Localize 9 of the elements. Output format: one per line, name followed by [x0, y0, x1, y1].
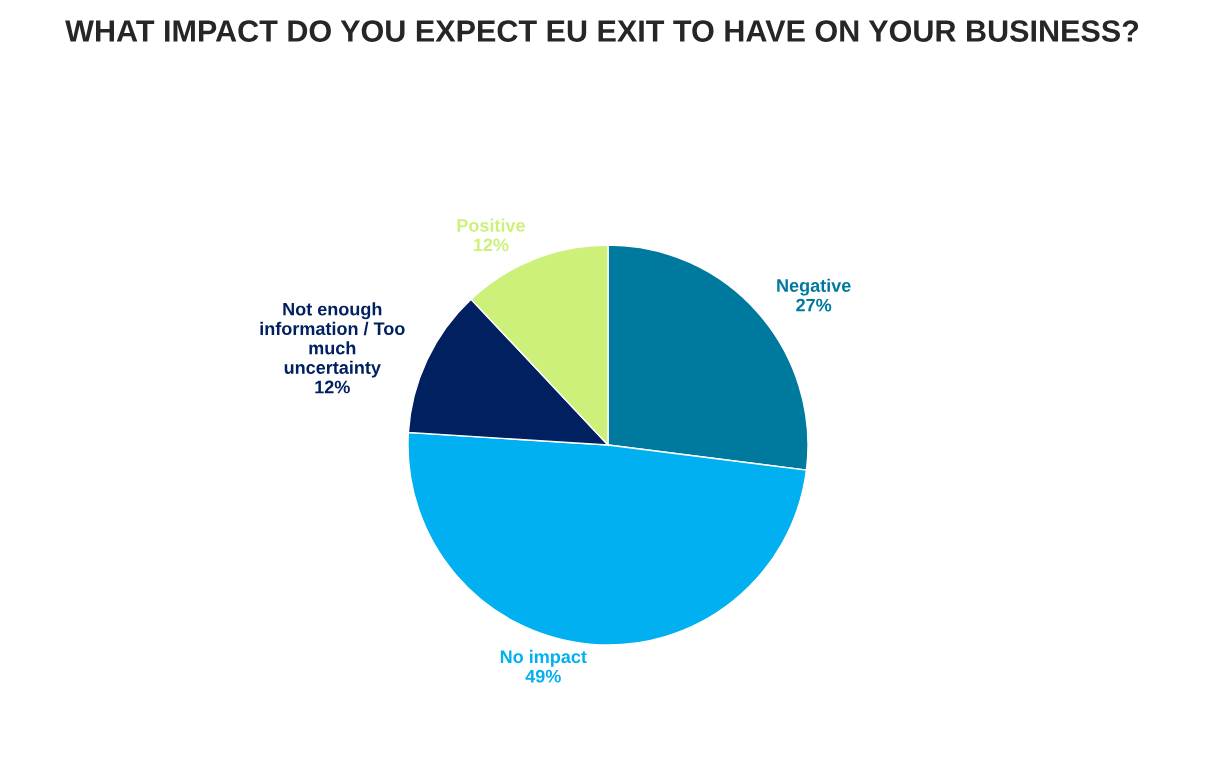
data-label: 49%	[525, 669, 561, 683]
slice-label: Positive	[457, 218, 525, 232]
slice-label: Negative	[777, 278, 851, 296]
data-label: 27%	[796, 298, 832, 312]
data-label: 12%	[315, 380, 350, 394]
chart-title: WHAT IMPACT DO YOU EXPECT EU EXIT TO HAVE ON YOUR BUSINESS?	[65, 20, 1139, 42]
slice-label: Not enough information / Too much uncertainty	[260, 302, 405, 378]
data-label: 12%	[473, 238, 509, 252]
slice-label: No impact	[500, 649, 587, 667]
